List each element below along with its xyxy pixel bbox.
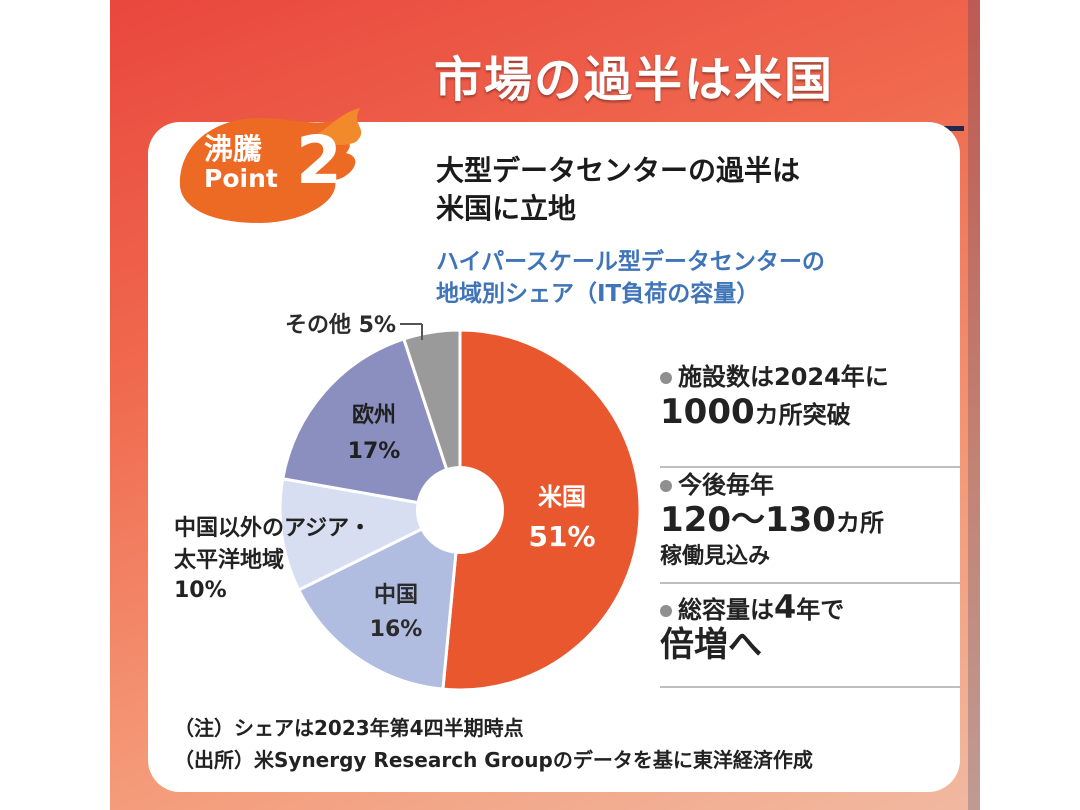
donut-chart: 米国 51% 中国 16% 欧州 17% その他 5% [278,313,642,692]
callout-3-line-2: 倍増へ [660,625,762,665]
pie-slice-4 [401,328,462,511]
callout-1-unit: カ所突破 [754,401,851,429]
callout-2-line-3: 稼働見込み [660,544,771,569]
heading-line-1: 大型データセンターの過半は [436,154,801,187]
label-cn-value: 16% [370,617,423,642]
callout-capacity: 総容量は4年で 倍増へ [660,591,960,688]
pie-slice-0 [441,328,642,692]
label-us-name: 米国 [538,483,586,511]
donut-hole [416,466,504,554]
bullet-icon [660,605,672,617]
callout-2-unit: カ所 [835,509,884,537]
badge-number: 2 [296,122,342,199]
chart-subheading: ハイパースケール型データセンターの 地域別シェア（IT負荷の容量） [436,246,825,310]
label-cn-name: 中国 [374,583,418,608]
callout-2-number: 120～130 [660,500,836,540]
label-eu-value: 17% [348,439,401,464]
label-ap-line-1: 中国以外のアジア・ [174,516,372,541]
badge-label-1: 沸騰 [204,132,263,166]
flame-badge-icon [179,108,362,223]
label-us-value: 51% [528,520,595,553]
heading-line-2: 米国に立地 [436,192,577,225]
pie-slice-3 [280,337,463,512]
callout-facilities: 施設数は2024年に 1000カ所突破 [660,362,960,468]
note-text: （注）シェアは2023年第4四半期時点 [174,716,524,740]
bullet-icon [660,480,672,492]
label-ap-value: 10% [174,578,227,603]
chart-heading: 大型データセンターの過半は 米国に立地 [436,152,800,228]
pie-slice-1 [296,507,462,691]
label-ap-line-2: 太平洋地域 [174,548,285,573]
label-eu-name: 欧州 [352,402,396,428]
subheading-line-2: 地域別シェア（IT負荷の容量） [436,281,760,307]
page-title: 市場の過半は米国 [434,52,835,108]
subheading-line-1: ハイパースケール型データセンターの [436,249,825,275]
callout-3-text-c: 年で [796,596,845,624]
badge-label-2: Point [204,164,278,193]
background-edge [968,0,980,810]
callout-2-line-1: 今後毎年 [678,471,774,499]
callout-annual: 今後毎年 120～130カ所 稼働見込み [660,470,960,584]
label-other: その他 5% [285,313,396,338]
source-text: （出所）米Synergy Research Groupのデータを基に東洋経済作成 [174,748,813,772]
callout-3-number: 4 [774,588,797,626]
callout-1-number: 1000 [660,392,755,432]
pie-slice-2 [278,477,465,592]
callout-1-line-1: 施設数は2024年に [678,363,889,391]
bullet-icon [660,372,672,384]
callout-3-text-a: 総容量は [678,596,774,624]
